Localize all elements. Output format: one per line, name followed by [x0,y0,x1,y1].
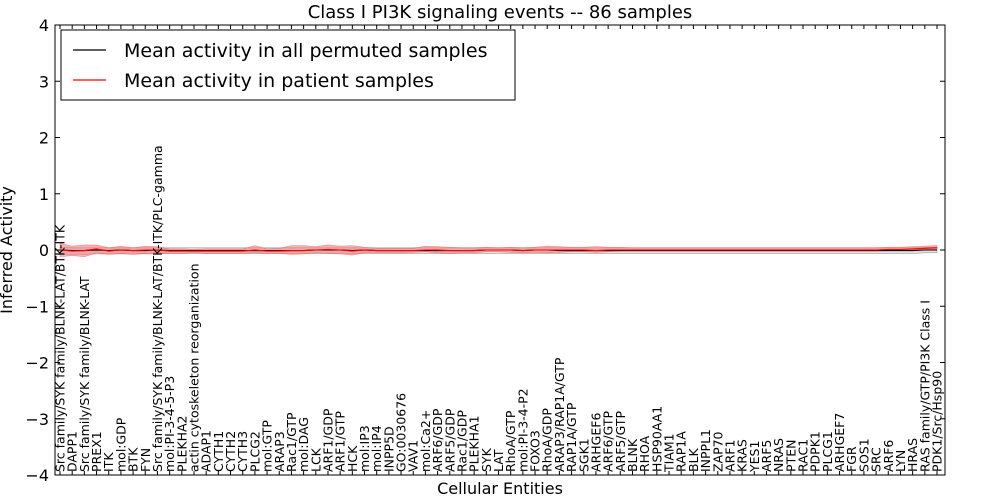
x-tick-label: PDK1/Src/Hsp90 [930,371,945,472]
x-tick-label: VAV1 [406,440,421,472]
x-tick-label: HRAS [905,438,920,472]
x-tick-label: ARAP3/RAP1A/GTP [552,357,567,472]
x-tick-label: ARF5/GTP [613,411,628,472]
x-tick-label: ARHGEF6 [588,413,603,472]
x-tick-label: RHOA [637,435,652,472]
plot-frame [54,24,946,476]
x-tick-label: NRAS [771,438,786,472]
x-tick-label: SGK1 [576,438,591,472]
y-tick-label: −3 [25,410,49,429]
x-tick-label: GO:0030676 [394,393,409,472]
x-tick-label: PTEN [783,440,798,472]
x-tick-label: CYTH1 [211,431,226,472]
x-tick-label: KRAS [735,439,750,472]
x-tick-label: LCK [308,447,323,472]
x-tick-label: ITK [101,452,116,472]
x-tick-label: mol:IP3 [357,425,372,472]
x-tick-label: Src family/SYK family/BLNK-LAT/BTK-ITK/P… [150,145,165,472]
x-tick-label: Rac1/GDP [455,410,470,472]
x-tick-label: ARHGEF7 [832,413,847,472]
x-tick-label: ARF1/GTP [333,411,348,472]
x-axis: Src family/SYK family/BLNK-LAT/BTK-ITKDA… [53,25,945,475]
x-tick-label: CYTH2 [223,431,238,472]
x-tick-label: PLEKHA1 [467,415,482,472]
series-lines [59,247,938,252]
y-tick-label: 3 [39,72,49,91]
x-tick-label: CYTH3 [235,431,250,472]
x-tick-label: mol:IP4 [369,425,384,472]
x-tick-label: TIAM1 [662,433,677,473]
x-tick-label: SOS1 [856,438,871,472]
x-tick-label: mol:Ca2+ [418,410,433,472]
x-tick-label: FYN [138,448,153,472]
x-tick-label: LAT [491,449,506,472]
x-tick-label: DAPP1 [65,431,80,472]
x-tick-label: BLK [686,447,701,472]
x-axis-label: Cellular Entities [437,479,563,498]
x-tick-label: HSP90AA1 [649,406,664,472]
x-tick-label: INPPL1 [698,429,713,472]
x-tick-label: Rac1/GTP [284,412,299,472]
x-tick-label: mol:GTP [260,420,275,472]
x-tick-label: mol:DAG [296,417,311,472]
y-tick-label: 0 [39,241,49,260]
x-tick-label: Src family/SYK family/BLNK-LAT/BTK-ITK [53,224,68,472]
x-tick-label: PREX1 [89,431,104,472]
x-tick-label: RAP1A/GTP [564,402,579,472]
x-tick-label: ARF6/GDP [430,408,445,472]
x-tick-label: mol:PI-3-4-P2 [515,388,530,472]
legend-frame [60,29,516,101]
x-tick-label: RAC1 [796,439,811,472]
x-tick-label: ARAP3 [272,431,287,472]
x-tick-label: SYK [479,447,494,472]
x-tick-label: INPP5D [381,426,396,472]
x-tick-label: mol:PI-3-4-5-P3 [162,376,177,472]
x-tick-label: PLCG1 [820,431,835,472]
patient-mean-line [59,247,938,252]
y-axis: −4 −3 −2 −1 0 1 2 3 4 [25,16,945,485]
x-tick-label: RhoA/GTP [503,410,518,472]
x-tick-label: RAP1A [674,431,689,472]
y-tick-label: −4 [25,466,49,485]
x-tick-label: BLNK [625,438,640,472]
x-tick-label: SRC [869,447,884,472]
x-tick-label: PLCG2 [247,431,262,472]
y-tick-label: 4 [39,16,49,35]
x-tick-label: YES1 [747,441,762,473]
x-tick-label: PDPK1 [808,431,823,472]
x-tick-label: HCK [345,445,360,472]
x-tick-label: mol:GDP [113,417,128,472]
y-tick-label: 2 [39,129,49,148]
x-tick-label: ARF6/GTP [601,411,616,472]
x-tick-label: BTK [126,447,141,472]
x-tick-label: ARF1/GDP [321,408,336,472]
x-tick-label: RhoA/GDP [540,408,555,472]
x-tick-label: ZAP70 [710,431,725,472]
x-tick-label: LYN [893,450,908,472]
x-tick-label: ARF5/GDP [442,408,457,472]
x-tick-label: Src family/SYK family/BLNK-LAT [77,276,92,472]
y-tick-label: 1 [39,185,49,204]
chart-title: Class I PI3K signaling events -- 86 samp… [308,2,693,23]
x-tick-label: actin cytoskeleton reorganization [187,263,202,472]
legend: Mean activity in all permuted samples Me… [60,29,516,101]
legend-label-patient: Mean activity in patient samples [124,70,434,92]
x-tick-label: ARF5 [759,440,774,472]
y-tick-label: −2 [25,354,49,373]
x-tick-label: PLEKHA2 [174,415,189,472]
x-tick-label: ARF6 [881,440,896,472]
x-tick-label: ADAP1 [199,430,214,472]
x-tick-label: FOXO3 [528,430,543,472]
x-tick-label: RAS family/GTP/PI3K Class I [917,300,932,472]
legend-label-permuted: Mean activity in all permuted samples [124,40,487,62]
y-axis-label: Inferred Activity [0,186,16,314]
y-tick-label: −1 [25,297,49,316]
x-tick-label: FGR [844,446,859,472]
x-tick-label: ARF1 [722,440,737,472]
